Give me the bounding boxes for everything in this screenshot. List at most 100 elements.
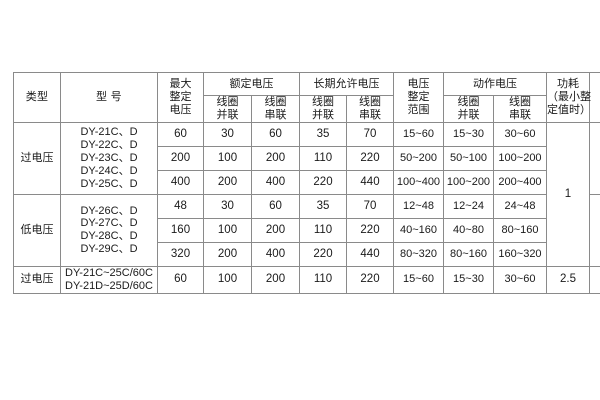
cell-long-parallel: 220: [299, 169, 347, 195]
model-line: DY-25C、D: [80, 177, 138, 190]
cell-long-series: 70: [346, 121, 394, 147]
header-long-allowable-voltage: 长期允许电压: [299, 72, 394, 96]
header-return-line-2: 系数: [590, 97, 600, 110]
cell-voltage-range: 80~320: [393, 241, 444, 267]
cell-category: 过电压: [13, 121, 61, 195]
cell-voltage-range: 15~60: [393, 265, 444, 294]
header-row-top: 类型 型 号 最大 整定 电压 额定电压 长期允许电压 电压 整定 范围 动作电…: [13, 72, 600, 123]
relay-specification-table: 类型 型 号 最大 整定 电压 额定电压 长期允许电压 电压 整定 范围 动作电…: [13, 72, 600, 294]
cell-long-series: 220: [346, 217, 394, 243]
table-body: 过电压 DY-21C、D DY-22C、D DY-23C、D DY-24C、D …: [13, 121, 600, 294]
header-max-setting-line-2: 整定: [169, 90, 192, 103]
header-action-coil-parallel: 线圈 并联: [443, 95, 494, 123]
cell-max-setting: 400: [157, 169, 204, 195]
model-line: DY-28C、D: [80, 230, 138, 243]
model-line: DY-26C、D: [80, 204, 138, 217]
cell-rated-parallel: 100: [203, 265, 252, 294]
model-line: DY-29C、D: [80, 243, 138, 256]
header-power-line-3: 定值时）: [547, 103, 591, 116]
header-rated-coil-parallel: 线圈 并联: [203, 95, 252, 123]
header-voltage-range-line-2: 整定: [407, 90, 430, 103]
cell-action-series: 30~60: [493, 121, 547, 147]
cell-voltage-range: 50~200: [393, 145, 444, 171]
cell-rated-series: 60: [251, 193, 300, 219]
cell-rated-series: 60: [251, 121, 300, 147]
cell-long-series: 440: [346, 169, 394, 195]
table-row: 320 200 400 220 440 80~320 80~160 160~32…: [14, 241, 600, 267]
cell-action-parallel: 15~30: [443, 121, 494, 147]
model-line: DY-24C、D: [80, 164, 138, 177]
cell-model-list: DY-21C、D DY-22C、D DY-23C、D DY-24C、D DY-2…: [60, 121, 158, 195]
cell-rated-series: 200: [251, 145, 300, 171]
coil-label-line-1: 线圈: [312, 96, 334, 108]
cell-long-series: 70: [346, 193, 394, 219]
coil-label-line-1: 线圈: [457, 96, 480, 108]
header-action-voltage: 动作电压: [443, 72, 547, 96]
cell-action-series: 80~160: [493, 217, 547, 243]
model-line: DY-23C、D: [80, 151, 138, 164]
cell-voltage-range: 15~60: [393, 121, 444, 147]
header-max-setting-line-3: 电压: [169, 103, 192, 116]
cell-return-factor: 1.25: [589, 193, 600, 267]
coil-label-line-1: 线圈: [216, 96, 239, 108]
cell-rated-series: 200: [251, 265, 300, 294]
cell-return-factor: 0.8: [589, 121, 600, 195]
header-type: 类型: [13, 72, 61, 123]
cell-action-series: 24~48: [493, 193, 547, 219]
header-voltage-range-line-1: 电压: [407, 78, 430, 91]
cell-rated-parallel: 30: [203, 193, 252, 219]
coil-label-line-1: 线圈: [264, 96, 287, 108]
cell-max-setting: 60: [157, 265, 204, 294]
model-line: DY-22C、D: [80, 138, 138, 151]
cell-rated-series: 200: [251, 217, 300, 243]
model-line: DY-21C、D: [80, 126, 138, 139]
cell-action-series: 30~60: [493, 265, 547, 294]
header-max-setting-voltage: 最大 整定 电压: [157, 72, 204, 123]
coil-label-line-2: 并联: [457, 108, 480, 121]
cell-long-series: 220: [346, 265, 394, 294]
cell-max-setting: 160: [157, 217, 204, 243]
cell-long-parallel: 110: [299, 265, 347, 294]
header-model: 型 号: [60, 72, 158, 123]
table-head: 类型 型 号 最大 整定 电压 额定电压 长期允许电压 电压 整定 范围 动作电…: [13, 72, 600, 123]
table-row: 过电压 DY-21C、D DY-22C、D DY-23C、D DY-24C、D …: [13, 121, 600, 267]
cell-rated-parallel: 100: [203, 217, 252, 243]
table-row: 160 100 200 110 220 40~160 40~80 80~160: [14, 217, 600, 243]
cell-action-series: 160~320: [493, 241, 547, 267]
cell-rated-parallel: 30: [203, 121, 252, 147]
header-power-line-2: （最小整: [547, 90, 591, 103]
header-return-factor: 返回 系数: [589, 72, 600, 123]
cell-power-consumption: 2.5: [546, 265, 590, 294]
cell-rated-parallel: 100: [203, 145, 252, 171]
cell-action-parallel: 40~80: [443, 217, 494, 243]
header-action-coil-series: 线圈 串联: [493, 95, 547, 123]
cell-long-parallel: 110: [299, 145, 347, 171]
cell-rated-parallel: 200: [203, 169, 252, 195]
cell-category: 过电压: [13, 265, 61, 294]
cell-action-parallel: 100~200: [443, 169, 494, 195]
header-return-line-1: 返回: [590, 85, 600, 98]
cell-action-parallel: 15~30: [443, 265, 494, 294]
cell-max-setting: 60: [157, 121, 204, 147]
cell-model-list: DY-26C、D DY-27C、D DY-28C、D DY-29C、D: [60, 193, 158, 267]
model-line: DY-21D~25D/60C: [65, 279, 153, 292]
spec-table-container: 类型 型 号 最大 整定 电压 额定电压 长期允许电压 电压 整定 范围 动作电…: [13, 72, 600, 294]
coil-label-line-2: 串联: [509, 108, 531, 121]
header-power-line-1: 功耗: [557, 78, 579, 91]
header-voltage-range-line-3: 范围: [407, 103, 430, 116]
cell-action-parallel: 50~100: [443, 145, 494, 171]
header-row-sub: 线圈 并联 线圈 串联 线圈 并联 线圈 串联 线圈 并联: [14, 95, 600, 123]
cell-max-setting: 48: [157, 193, 204, 219]
coil-label-line-2: 并联: [216, 108, 239, 121]
coil-label-line-2: 并联: [312, 108, 334, 121]
cell-long-series: 440: [346, 241, 394, 267]
cell-action-series: 100~200: [493, 145, 547, 171]
table-row: 400 200 400 220 440 100~400 100~200 200~…: [14, 169, 600, 195]
cell-voltage-range: 100~400: [393, 169, 444, 195]
header-power-consumption: 功耗 （最小整 定值时）: [546, 72, 591, 123]
cell-return-factor: 0.8: [589, 265, 600, 294]
coil-label-line-2: 串联: [359, 108, 381, 121]
header-voltage-setting-range: 电压 整定 范围: [393, 72, 444, 123]
cell-rated-parallel: 200: [203, 241, 252, 267]
cell-action-parallel: 12~24: [443, 193, 494, 219]
